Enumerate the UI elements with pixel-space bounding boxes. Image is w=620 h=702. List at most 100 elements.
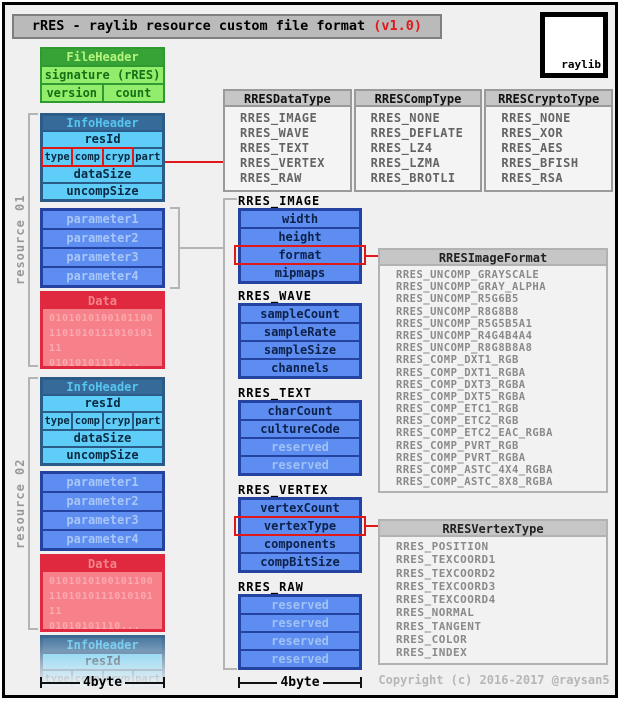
field-components: components [241,536,359,552]
list-item: RRES_NORMAL [396,606,475,620]
comp-type-table-items: RRES_NONE RRES_DEFLATE RRES_LZ4 RRES_LZM… [356,107,481,190]
field-channels: channels [241,360,359,376]
list-item: RRES_BFISH [501,156,579,170]
byte-ruler-left: 4byte [40,675,166,690]
page-title-version: (v1.0) [373,18,423,34]
field-parameter4: parameter4 [43,531,162,548]
format-to-image-format-connector [365,255,378,257]
file-header-split-row: version count [42,85,163,101]
ruler-label: 4byte [280,675,320,690]
ruler-tick [163,677,166,688]
list-item: RRES_TEXCOORD2 [396,566,496,580]
data-box-binary: 0101010100101100 110101011101010111 0101… [43,572,162,629]
field-vertex-type: vertexType [234,516,366,536]
list-item: RRES_UNCOMP_R4G4B4A4 [396,329,533,342]
field-sample-size: sampleSize [241,342,359,358]
parameters-connector-line [180,247,224,249]
field-char-count: charCount [241,403,359,419]
binary-line: 110101011101010111 [49,591,154,617]
data-type-table: RRESDataType RRES_IMAGE RRES_WAVE RRES_T… [223,89,352,192]
struct-column-bracket [223,198,237,670]
list-item: RRES_COMP_DXT5_RGBA [396,390,526,403]
file-header-version: version [42,85,102,101]
info-header-title: InfoHeader [43,116,162,130]
list-item: RRES_COMP_DXT3_RGBA [396,378,526,391]
list-item: RRES_UNCOMP_R5G5B5A1 [396,317,533,330]
field-cryp: cryp [103,413,132,429]
list-item: RRES_LZMA [370,156,441,170]
list-item: RRES_UNCOMP_R5G6B5 [396,293,519,306]
resource-2-bracket [28,377,38,630]
list-item: RRES_XOR [501,126,564,140]
resource-1-label: resource 01 [13,194,27,286]
field-parameter3: parameter3 [43,512,162,529]
ruler-label: 4byte [82,675,123,690]
raylib-logo: raylib [540,12,608,78]
field-sample-count: sampleCount [241,306,359,322]
list-item: RRES_COMP_DXT1_RGB [396,354,519,367]
ruler-tick [238,677,240,688]
byte-ruler-middle: 4byte [238,675,363,690]
field-res-id: resId [43,396,162,411]
binary-line: 01010101110... [49,358,141,366]
field-part: part [133,413,162,429]
list-item: RRES_UNCOMP_R8G8B8 [396,305,519,318]
file-header-box: FileHeader signature (rRES) version coun… [40,47,165,103]
type-row: type comp cryp part [40,147,162,167]
info-header-box-1: InfoHeader resId type comp cryp part dat… [40,113,165,202]
list-item: RRES_AES [501,141,564,155]
struct-label-vertex: RRES_VERTEX [238,483,329,497]
field-height: height [241,229,359,245]
field-res-id: resId [43,132,162,147]
list-item: RRES_LZ4 [370,141,433,155]
field-reserved: reserved [241,615,359,631]
field-comp: comp [71,147,104,167]
field-reserved: reserved [241,439,359,455]
list-item: RRES_WAVE [240,126,310,140]
list-item: RRES_COMP_PVRT_RGB [396,439,519,452]
vertex-type-items: RRES_POSITION RRES_TEXCOORD1 RRES_TEXCOO… [380,537,606,663]
ruler-tick [40,677,42,688]
list-item: RRES_DEFLATE [370,126,464,140]
field-parameter2: parameter2 [43,230,162,247]
info-header-title: InfoHeader [43,380,162,394]
data-box-binary: 0101010100101100 110101011101010111 0101… [43,309,162,366]
enum-tables: RRESDataType RRES_IMAGE RRES_WAVE RRES_T… [223,89,614,192]
field-type: type [43,413,72,429]
field-uncomp-size: uncompSize [43,448,162,463]
field-sample-rate: sampleRate [241,324,359,340]
crypto-type-table-items: RRES_NONE RRES_XOR RRES_AES RRES_BFISH R… [486,107,611,190]
type-to-enums-connector [165,161,223,163]
list-item: RRES_UNCOMP_GRAYSCALE [396,269,540,281]
list-item: RRES_TEXCOORD3 [396,579,496,593]
field-parameter4: parameter4 [43,268,162,285]
struct-box-vertex: vertexCount vertexType components compBi… [234,497,366,573]
binary-line: 01010101110... [49,621,141,629]
list-item: RRES_VERTEX [240,156,325,170]
field-reserved: reserved [241,457,359,473]
field-parameter1: parameter1 [43,211,162,228]
list-item: RRES_TEXT [240,141,310,155]
ruler-line [125,681,164,684]
field-cryp: cryp [101,147,135,167]
list-item: RRES_RAW [240,171,302,185]
field-data-size: dataSize [43,167,162,182]
info-header-box-2: InfoHeader resId type comp cryp part dat… [40,377,165,466]
list-item: RRES_TEXCOORD4 [396,593,496,607]
field-uncomp-size: uncompSize [43,184,162,199]
list-item: RRES_TEXCOORD1 [396,553,496,567]
struct-label-wave: RRES_WAVE [238,289,313,303]
list-item: RRES_NONE [370,111,441,125]
list-item: RRES_COMP_PVRT_RGBA [396,451,526,464]
list-item: RRES_TANGENT [396,619,482,633]
raylib-logo-label: raylib [561,58,601,71]
list-item: RRES_INDEX [396,646,468,660]
image-format-items: RRES_UNCOMP_GRAYSCALE RRES_UNCOMP_GRAY_A… [380,266,606,491]
file-header-count: count [103,85,163,101]
struct-box-wave: sampleCount sampleRate sampleSize channe… [238,303,362,379]
image-format-box: RRESImageFormat RRES_UNCOMP_GRAYSCALE RR… [378,248,608,494]
list-item: RRES_BROTLI [370,171,456,185]
list-item: RRES_COMP_ASTC_4X4_RGBA [396,464,553,476]
vertex-type-connector [365,525,378,527]
